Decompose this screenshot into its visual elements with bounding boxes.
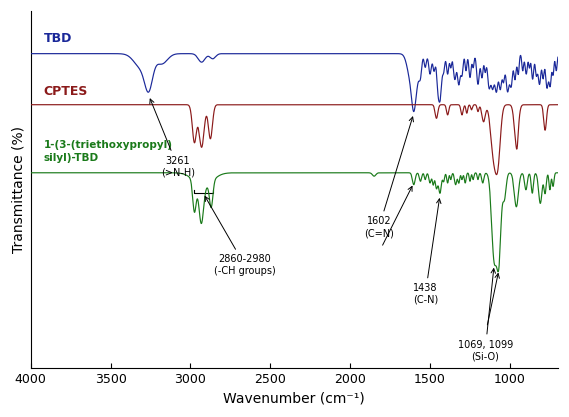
Text: CPTES: CPTES <box>43 85 88 98</box>
Text: 1438
(C-N): 1438 (C-N) <box>413 199 441 305</box>
Y-axis label: Transmittance (%): Transmittance (%) <box>11 126 25 253</box>
Text: 1-(3-(triethoxypropyl)
silyl)-TBD: 1-(3-(triethoxypropyl) silyl)-TBD <box>43 140 172 163</box>
X-axis label: Wavenumber (cm⁻¹): Wavenumber (cm⁻¹) <box>224 392 365 406</box>
Text: 1069, 1099
(Si-O): 1069, 1099 (Si-O) <box>457 269 513 361</box>
Text: 3261
(>N-H): 3261 (>N-H) <box>150 99 195 177</box>
Text: 2860-2980
(-CH groups): 2860-2980 (-CH groups) <box>205 196 275 276</box>
Text: TBD: TBD <box>43 32 72 45</box>
Text: 1602
(C=N): 1602 (C=N) <box>364 117 414 238</box>
